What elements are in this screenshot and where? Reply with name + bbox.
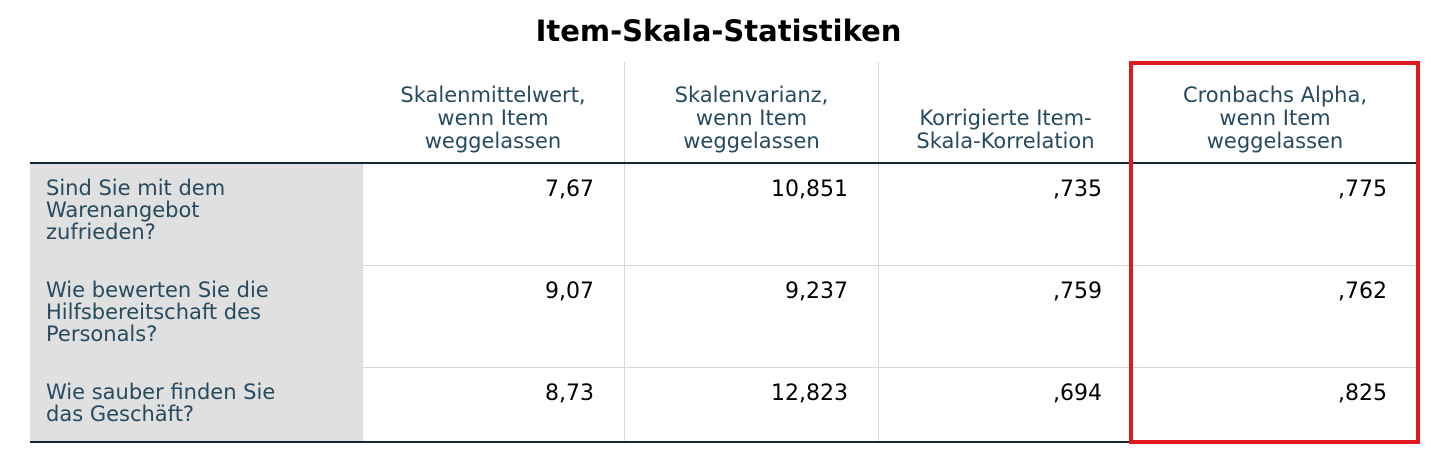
row-header-line: Sind Sie mit dem <box>46 176 226 200</box>
table-cell: 10,851 <box>624 163 878 265</box>
row-divider <box>362 367 1417 368</box>
row-header-line: Wie bewerten Sie die <box>46 278 269 302</box>
bottom-rule <box>30 441 1417 443</box>
header-line: wenn Item <box>437 106 549 130</box>
header-line: Cronbachs Alpha, <box>1182 83 1368 107</box>
highlight-box <box>1129 61 1420 444</box>
column-header: Korrigierte Item- Skala-Korrelation <box>878 62 1132 163</box>
table-cell: ,759 <box>878 265 1132 367</box>
table-cell: ,694 <box>878 367 1132 442</box>
row-header: Wie bewerten Sie die Hilfsbereitschaft de… <box>30 265 362 367</box>
column-header: Cronbachs Alpha, wenn Item weggelassen <box>1132 62 1417 163</box>
header-line: Skala-Korrelation <box>916 129 1095 153</box>
header-line: weggelassen <box>1206 129 1344 153</box>
table-cell: 8,73 <box>362 367 624 442</box>
row-header-line: Wie sauber finden Sie <box>46 380 276 404</box>
table-title: Item-Skala-Statistiken <box>535 14 902 48</box>
header-line: wenn Item <box>695 106 808 130</box>
header-line: Skalenvarianz, <box>674 83 829 107</box>
row-header-line: Personals? <box>46 322 158 346</box>
table-cell: 7,67 <box>362 163 624 265</box>
header-line: Korrigierte Item- <box>919 106 1092 130</box>
column-header: Skalenmittelwert, wenn Item weggelassen <box>362 62 624 163</box>
row-header-line: Warenangebot <box>46 198 200 222</box>
row-header-line: das Geschäft? <box>46 402 195 426</box>
header-rule <box>30 162 1417 164</box>
column-header: Skalenvarianz, wenn Item weggelassen <box>624 62 878 163</box>
table-cell: ,735 <box>878 163 1132 265</box>
table-cell: 12,823 <box>624 367 878 442</box>
table-cell: 9,07 <box>362 265 624 367</box>
table-cell: 9,237 <box>624 265 878 367</box>
row-header: Wie sauber finden Sie das Geschäft? <box>30 367 362 442</box>
header-line: weggelassen <box>683 129 820 153</box>
header-line: Skalenmittelwert, <box>400 83 586 107</box>
row-header-line: Hilfsbereitschaft des <box>46 300 261 324</box>
header-line: weggelassen <box>424 129 562 153</box>
header-line: wenn Item <box>1219 106 1331 130</box>
row-header-line: zufrieden? <box>46 220 156 244</box>
row-header: Sind Sie mit dem Warenangebot zufrieden? <box>30 163 362 265</box>
row-divider <box>362 265 1417 266</box>
